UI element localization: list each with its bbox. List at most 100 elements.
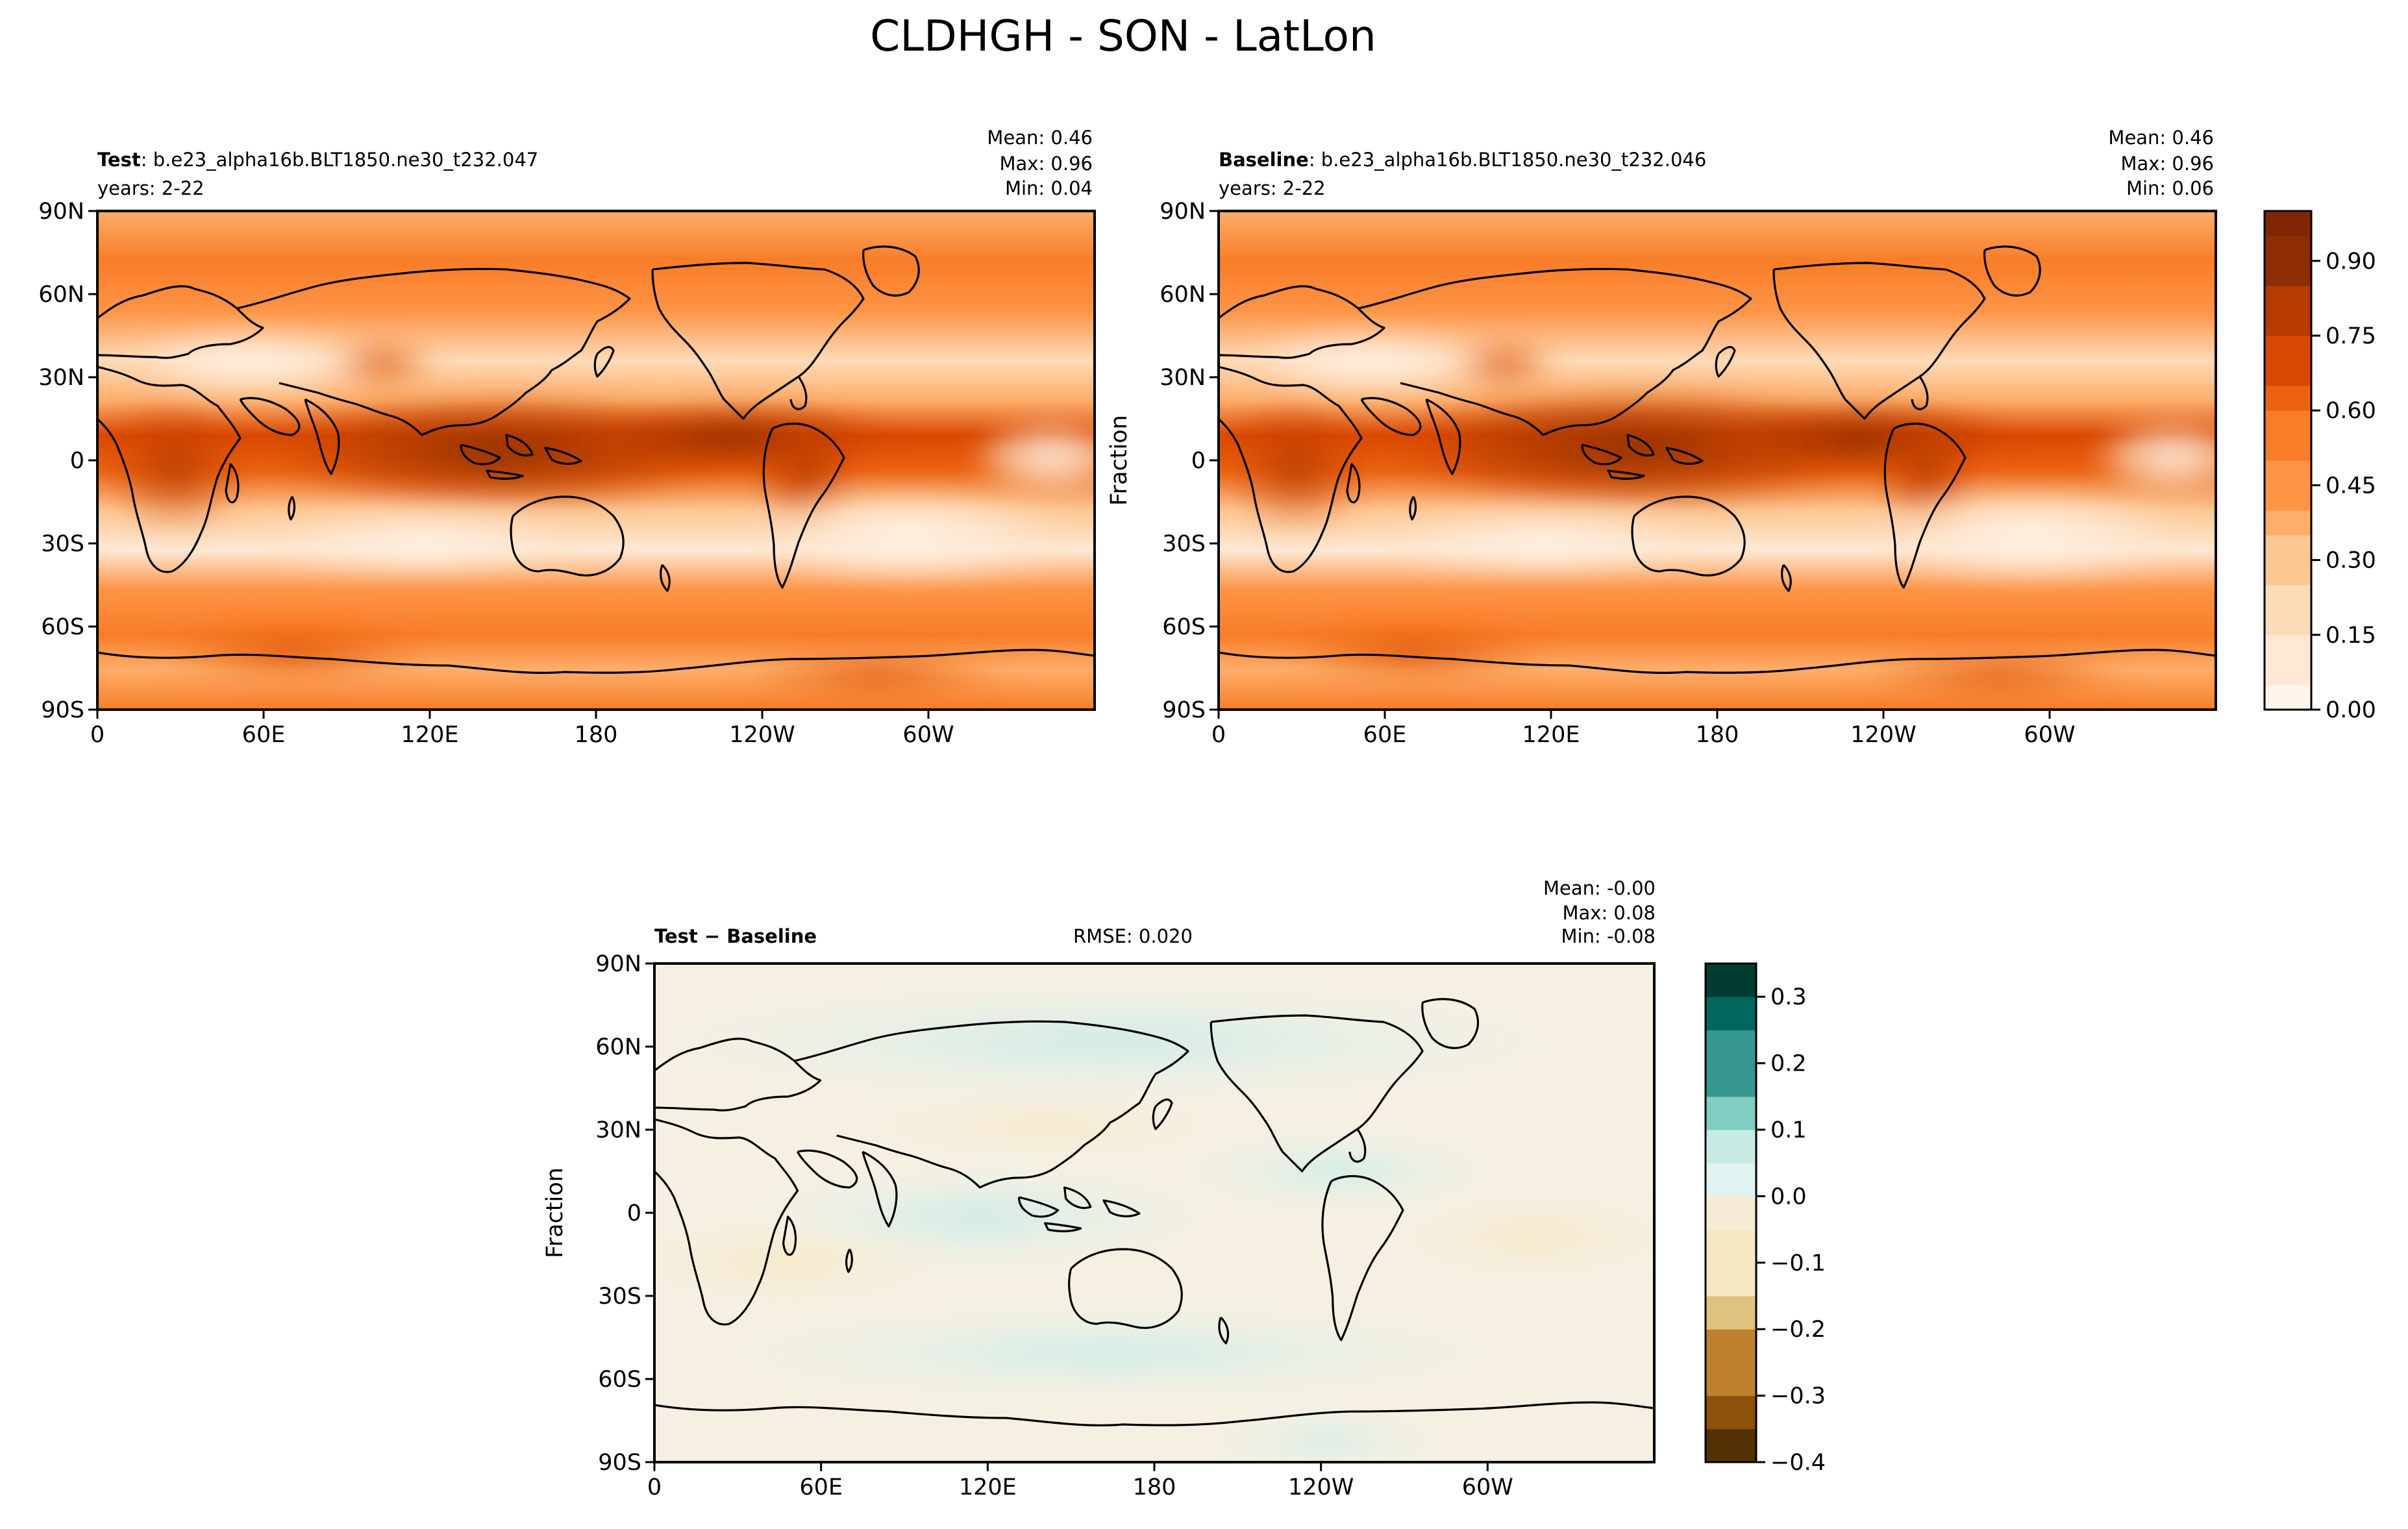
colorbar-diff-frame (1704, 962, 1757, 1463)
panel-diff-label: Test − Baseline (654, 925, 817, 947)
colorbar-orange-tick-label: 0.45 (2326, 473, 2376, 499)
panel-diff-max: Max: 0.08 (1562, 902, 1656, 924)
colorbar-orange-level (2265, 560, 2311, 586)
colorbar-diff-level (1706, 1030, 1756, 1064)
colorbar-orange: 0.00 0.15 0.30 0.45 0.60 0.75 0.90 (2263, 210, 2376, 723)
panel-test: Test: b.e23_alpha16b.BLT1850.ne30_t232.0… (38, 127, 1096, 748)
baseline-satlantic-min (2089, 419, 2216, 497)
y-tick-label: 30S (41, 531, 84, 557)
panel-baseline-max: Max: 0.96 (2120, 153, 2214, 175)
colorbar-diff-tick-label: 0.0 (1770, 1184, 1807, 1210)
colorbar-orange-level (2265, 410, 2311, 436)
x-tick-label: 60W (902, 722, 954, 748)
panel-baseline: Baseline: b.e23_alpha16b.BLT1850.ne30_t2… (1106, 127, 2217, 748)
y-tick-label: 90S (598, 1450, 641, 1476)
test-satlantic-min (967, 419, 1095, 497)
test-southern-max (149, 620, 435, 685)
diff-teal-antarctic (1208, 1418, 1443, 1462)
baseline-indian-min (1374, 510, 1712, 575)
panel-baseline-map (1219, 211, 2216, 710)
colorbar-diff-level (1706, 1296, 1756, 1330)
y-tick-label: 0 (627, 1200, 641, 1226)
baseline-sepacific-min (1861, 487, 2199, 584)
colorbar-orange-level (2265, 435, 2311, 461)
diff-tan-3 (849, 1100, 1241, 1152)
y-tick-label: 60N (38, 282, 84, 308)
diff-teal-pacific (1182, 1139, 1495, 1204)
test-southern-max2 (734, 649, 1019, 701)
y-tick-label: 30N (1160, 365, 1206, 391)
panel-baseline-xticks: 0 60E 120E 180 120W 60W (1211, 710, 2076, 748)
colorbar-orange-level (2265, 610, 2311, 636)
panel-baseline-min: Min: 0.06 (2126, 177, 2214, 199)
panel-test-max: Max: 0.96 (999, 153, 1093, 175)
panel-test-label-bold: Test (97, 149, 141, 171)
panel-baseline-label-rest: : b.e23_alpha16b.BLT1850.ne30_t232.046 (1309, 149, 1706, 171)
x-tick-label: 120W (1288, 1474, 1354, 1500)
colorbar-diff-level (1706, 1395, 1756, 1430)
x-tick-label: 120E (401, 722, 459, 748)
colorbar-orange-level (2265, 286, 2311, 312)
test-sepacific-min (740, 487, 1078, 584)
x-tick-label: 0 (647, 1474, 662, 1500)
colorbar-diff-level (1706, 1196, 1756, 1230)
colorbar-orange-level (2265, 660, 2311, 686)
test-tibet-max (325, 338, 441, 390)
panel-test-xticks: 0 60E 120E 180 120W 60W (90, 710, 954, 748)
colorbar-diff: 0.3 0.2 0.1 0.0 −0.1 −0.2 −0.3 −0.4 (1704, 962, 1826, 1476)
colorbar-orange-level (2265, 385, 2311, 411)
panel-diff-map (654, 963, 1654, 1462)
colorbar-diff-level (1706, 1362, 1756, 1397)
colorbar-orange-level (2265, 336, 2311, 361)
test-indian-min (253, 510, 591, 575)
panel-test-label-rest: : b.e23_alpha16b.BLT1850.ne30_t232.047 (141, 149, 538, 171)
panel-baseline-label: Baseline: b.e23_alpha16b.BLT1850.ne30_t2… (1219, 149, 1706, 171)
panel-test-mean: Mean: 0.46 (987, 127, 1093, 149)
y-tick-label: 30N (38, 365, 84, 391)
colorbar-orange-level (2265, 460, 2311, 486)
colorbar-orange-level (2265, 684, 2311, 710)
panel-baseline-mean: Mean: 0.46 (2108, 127, 2214, 149)
colorbar-diff-level (1706, 963, 1756, 997)
colorbar-diff-level (1706, 1063, 1756, 1097)
colorbar-orange-level (2265, 510, 2311, 536)
x-tick-label: 120W (1850, 722, 1916, 748)
x-tick-label: 180 (1696, 722, 1739, 748)
y-tick-label: 90S (41, 697, 84, 723)
test-sahara-min (110, 328, 383, 399)
y-tick-label: 30S (598, 1284, 641, 1310)
x-tick-label: 120E (1522, 722, 1580, 748)
panel-test-label: Test: b.e23_alpha16b.BLT1850.ne30_t232.0… (97, 149, 538, 171)
x-tick-label: 120E (959, 1474, 1017, 1500)
baseline-africa-max (1219, 393, 1374, 536)
colorbar-orange-level (2265, 310, 2311, 336)
panel-diff-mean: Mean: -0.00 (1543, 877, 1656, 899)
colorbar-orange-level (2265, 634, 2311, 660)
colorbar-diff-level (1706, 1262, 1756, 1297)
colorbar-diff-tick-label: −0.1 (1770, 1250, 1826, 1276)
colorbar-orange-tick-label: 0.60 (2326, 398, 2376, 424)
y-tick-label: 60S (598, 1367, 641, 1393)
test-africa-max (97, 393, 253, 536)
y-tick-label: 60S (1162, 614, 1206, 640)
diff-tan-1 (654, 1223, 954, 1301)
colorbar-diff-tick-label: 0.3 (1770, 984, 1807, 1010)
y-tick-label: 90N (38, 199, 84, 225)
baseline-sahara-min (1232, 328, 1504, 399)
y-tick-label: 0 (70, 448, 84, 474)
colorbar-orange-tick-label: 0.15 (2326, 623, 2376, 649)
x-tick-label: 180 (575, 722, 618, 748)
colorbar-orange-level (2265, 260, 2311, 286)
colorbar-orange-level (2265, 211, 2311, 236)
colorbar-diff-level (1706, 997, 1756, 1030)
x-tick-label: 0 (90, 722, 105, 748)
panel-test-yticks: 90N 60N 30N 0 30S 60S 90S (38, 199, 97, 723)
colorbar-orange-level (2265, 236, 2311, 262)
baseline-southern-max2 (1855, 649, 2141, 701)
panel-diff-xticks: 0 60E 120E 180 120W 60W (647, 1462, 1513, 1500)
colorbar-diff-level (1706, 1163, 1756, 1197)
panel-baseline-years: years: 2-22 (1219, 177, 1326, 199)
x-tick-label: 180 (1133, 1474, 1176, 1500)
panel-baseline-label-bold: Baseline (1219, 149, 1309, 171)
